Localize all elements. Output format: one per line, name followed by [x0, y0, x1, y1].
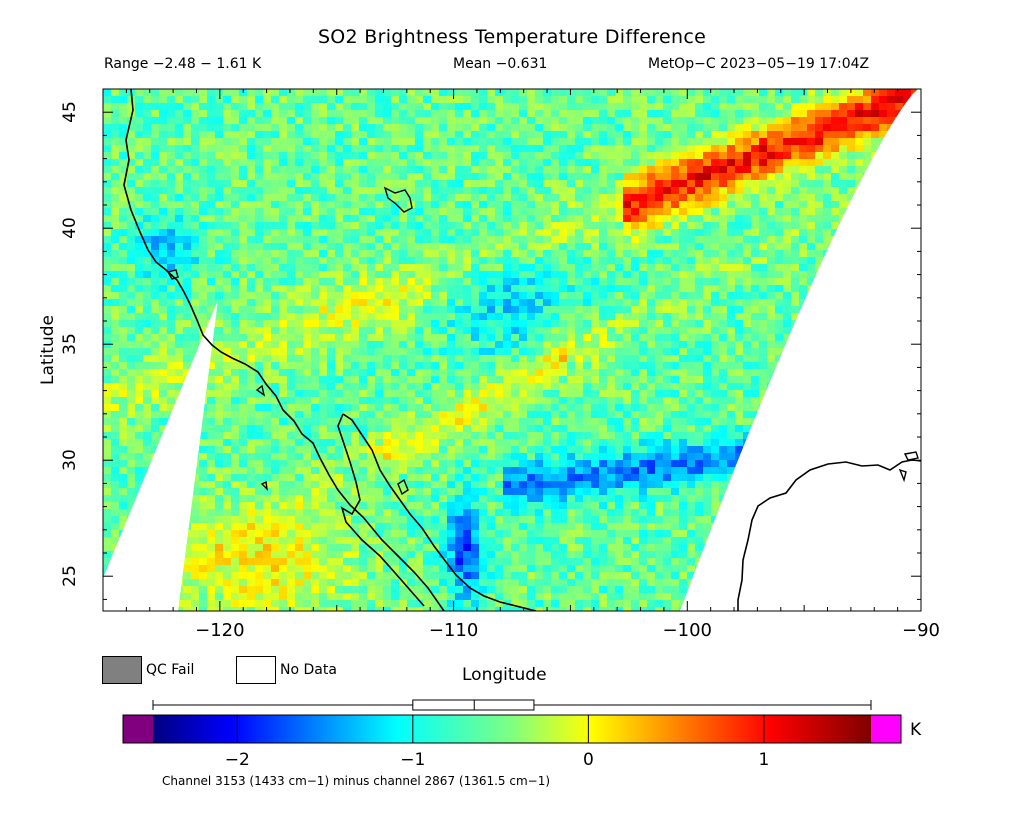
west-coastline: [123, 89, 445, 611]
colorbar-tick-label: −1: [400, 750, 426, 770]
qc-fail-swatch: [102, 656, 142, 684]
colorbar-tick-label: 1: [758, 750, 770, 770]
x-axis-label: Longitude: [462, 665, 547, 685]
x-tick-label: −90: [902, 620, 940, 641]
channel-caption: Channel 3153 (1433 cm−1) minus channel 2…: [162, 774, 551, 788]
colorbar-unit: K: [910, 720, 922, 740]
y-tick-label: 25: [60, 565, 80, 588]
axis-ticks: [102, 88, 922, 611]
lake-outline: [383, 186, 413, 213]
satellite-timestamp: MetOp−C 2023−05−19 17:04Z: [648, 56, 870, 72]
y-tick-label: 35: [60, 333, 80, 356]
chart-title: SO2 Brightness Temperature Difference: [317, 26, 707, 48]
colorbar-tick-label: 0: [582, 750, 594, 770]
range-readout: Range −2.48 − 1.61 K: [104, 56, 262, 72]
swath-pixels: [103, 89, 918, 611]
gulf-east-coastline: [342, 413, 537, 611]
mean-readout: Mean −0.631: [453, 56, 548, 72]
no-data-swatch: [236, 656, 276, 684]
y-tick-label: 40: [60, 217, 80, 240]
plot-frame: [102, 88, 922, 612]
baja-peninsula: [337, 413, 425, 607]
x-tick-label: −110: [428, 620, 479, 641]
colorbar-tick-label: −2: [224, 750, 250, 770]
y-tick-label: 45: [60, 101, 80, 124]
qc-fail-label: QC Fail: [146, 662, 195, 678]
no-data-label: No Data: [280, 662, 337, 678]
y-tick-label: 30: [60, 449, 80, 472]
gulf-of-mexico-coastline: [737, 459, 921, 611]
island-outlines: [166, 269, 919, 496]
y-axis-label: Latitude: [38, 315, 58, 385]
x-tick-label: −120: [195, 620, 245, 641]
x-tick-label: −100: [662, 620, 713, 641]
